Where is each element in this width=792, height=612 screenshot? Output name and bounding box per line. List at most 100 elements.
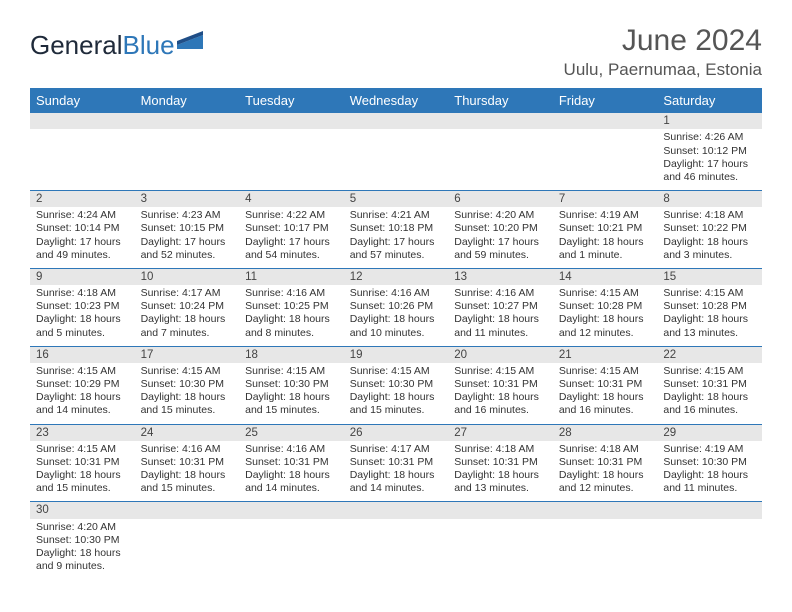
- sunset-text: Sunset: 10:31 PM: [245, 456, 338, 469]
- day-number-cell: 11: [239, 268, 344, 285]
- day-number-cell: 26: [344, 424, 449, 441]
- sunset-text: Sunset: 10:31 PM: [454, 378, 547, 391]
- sunset-text: Sunset: 10:31 PM: [663, 378, 756, 391]
- sunrise-text: Sunrise: 4:20 AM: [454, 209, 547, 222]
- day-content-cell: Sunrise: 4:16 AMSunset: 10:31 PMDaylight…: [239, 441, 344, 502]
- sunset-text: Sunset: 10:26 PM: [350, 300, 443, 313]
- day-number-cell: 3: [135, 190, 240, 207]
- daylight-text: Daylight: 18 hours and 15 minutes.: [36, 469, 129, 495]
- daylight-text: Daylight: 18 hours and 11 minutes.: [663, 469, 756, 495]
- day-number-cell: [344, 502, 449, 519]
- daylight-text: Daylight: 18 hours and 14 minutes.: [350, 469, 443, 495]
- sunrise-text: Sunrise: 4:17 AM: [350, 443, 443, 456]
- day-content-cell: Sunrise: 4:26 AMSunset: 10:12 PMDaylight…: [657, 129, 762, 190]
- day-content-cell: [344, 129, 449, 190]
- day-number-cell: [344, 113, 449, 129]
- sunrise-text: Sunrise: 4:18 AM: [36, 287, 129, 300]
- sunrise-text: Sunrise: 4:16 AM: [245, 287, 338, 300]
- day-number-cell: 1: [657, 113, 762, 129]
- sunrise-text: Sunrise: 4:18 AM: [559, 443, 652, 456]
- day-content-cell: Sunrise: 4:18 AMSunset: 10:31 PMDaylight…: [448, 441, 553, 502]
- sunrise-text: Sunrise: 4:18 AM: [663, 209, 756, 222]
- daylight-text: Daylight: 18 hours and 8 minutes.: [245, 313, 338, 339]
- day-content-cell: Sunrise: 4:15 AMSunset: 10:28 PMDaylight…: [553, 285, 658, 346]
- sunrise-text: Sunrise: 4:15 AM: [663, 287, 756, 300]
- day-number-cell: 27: [448, 424, 553, 441]
- day-number-cell: [448, 113, 553, 129]
- daynum-row: 9101112131415: [30, 268, 762, 285]
- day-number-cell: 17: [135, 346, 240, 363]
- day-content-cell: Sunrise: 4:20 AMSunset: 10:20 PMDaylight…: [448, 207, 553, 268]
- day-content-cell: [553, 519, 658, 580]
- day-number-cell: 19: [344, 346, 449, 363]
- daylight-text: Daylight: 18 hours and 10 minutes.: [350, 313, 443, 339]
- daylight-text: Daylight: 18 hours and 16 minutes.: [663, 391, 756, 417]
- day-number-cell: 2: [30, 190, 135, 207]
- daylight-text: Daylight: 18 hours and 15 minutes.: [245, 391, 338, 417]
- day-number-cell: 28: [553, 424, 658, 441]
- daylight-text: Daylight: 18 hours and 9 minutes.: [36, 547, 129, 573]
- daynum-row: 23242526272829: [30, 424, 762, 441]
- day-content-cell: Sunrise: 4:19 AMSunset: 10:21 PMDaylight…: [553, 207, 658, 268]
- sunset-text: Sunset: 10:30 PM: [36, 534, 129, 547]
- day-number-cell: [448, 502, 553, 519]
- day-header: Sunday: [30, 88, 135, 113]
- day-content-cell: Sunrise: 4:15 AMSunset: 10:31 PMDaylight…: [448, 363, 553, 424]
- daylight-text: Daylight: 18 hours and 15 minutes.: [350, 391, 443, 417]
- day-number-cell: 6: [448, 190, 553, 207]
- day-number-cell: 18: [239, 346, 344, 363]
- day-content-cell: Sunrise: 4:15 AMSunset: 10:30 PMDaylight…: [239, 363, 344, 424]
- day-content-cell: [135, 519, 240, 580]
- sunrise-text: Sunrise: 4:16 AM: [350, 287, 443, 300]
- daynum-row: 2345678: [30, 190, 762, 207]
- day-number-cell: 22: [657, 346, 762, 363]
- daylight-text: Daylight: 17 hours and 49 minutes.: [36, 236, 129, 262]
- daylight-text: Daylight: 17 hours and 52 minutes.: [141, 236, 234, 262]
- sunset-text: Sunset: 10:24 PM: [141, 300, 234, 313]
- sunset-text: Sunset: 10:22 PM: [663, 222, 756, 235]
- daylight-text: Daylight: 17 hours and 54 minutes.: [245, 236, 338, 262]
- day-content-cell: Sunrise: 4:15 AMSunset: 10:28 PMDaylight…: [657, 285, 762, 346]
- day-number-cell: 13: [448, 268, 553, 285]
- day-number-cell: [553, 502, 658, 519]
- day-number-cell: [553, 113, 658, 129]
- sunset-text: Sunset: 10:30 PM: [663, 456, 756, 469]
- day-number-cell: 12: [344, 268, 449, 285]
- day-header: Thursday: [448, 88, 553, 113]
- day-header: Saturday: [657, 88, 762, 113]
- day-number-cell: 15: [657, 268, 762, 285]
- daynum-row: 30: [30, 502, 762, 519]
- daylight-text: Daylight: 18 hours and 13 minutes.: [454, 469, 547, 495]
- day-number-cell: 29: [657, 424, 762, 441]
- day-content-cell: Sunrise: 4:15 AMSunset: 10:30 PMDaylight…: [344, 363, 449, 424]
- day-number-cell: 8: [657, 190, 762, 207]
- sunset-text: Sunset: 10:20 PM: [454, 222, 547, 235]
- day-number-cell: [239, 113, 344, 129]
- day-content-cell: Sunrise: 4:15 AMSunset: 10:29 PMDaylight…: [30, 363, 135, 424]
- day-content-cell: Sunrise: 4:16 AMSunset: 10:31 PMDaylight…: [135, 441, 240, 502]
- sunrise-text: Sunrise: 4:15 AM: [36, 365, 129, 378]
- day-number-cell: [135, 113, 240, 129]
- day-number-cell: 25: [239, 424, 344, 441]
- daylight-text: Daylight: 18 hours and 16 minutes.: [559, 391, 652, 417]
- daynum-row: 16171819202122: [30, 346, 762, 363]
- sunset-text: Sunset: 10:30 PM: [350, 378, 443, 391]
- sunrise-text: Sunrise: 4:26 AM: [663, 131, 756, 144]
- day-content-cell: [135, 129, 240, 190]
- day-content-cell: Sunrise: 4:24 AMSunset: 10:14 PMDaylight…: [30, 207, 135, 268]
- day-content-cell: Sunrise: 4:21 AMSunset: 10:18 PMDaylight…: [344, 207, 449, 268]
- day-content-cell: Sunrise: 4:18 AMSunset: 10:31 PMDaylight…: [553, 441, 658, 502]
- day-number-cell: 16: [30, 346, 135, 363]
- day-number-cell: [30, 113, 135, 129]
- content-row: Sunrise: 4:20 AMSunset: 10:30 PMDaylight…: [30, 519, 762, 580]
- day-number-cell: 20: [448, 346, 553, 363]
- day-content-cell: Sunrise: 4:20 AMSunset: 10:30 PMDaylight…: [30, 519, 135, 580]
- day-number-cell: 10: [135, 268, 240, 285]
- sunrise-text: Sunrise: 4:19 AM: [559, 209, 652, 222]
- sunset-text: Sunset: 10:31 PM: [350, 456, 443, 469]
- sunset-text: Sunset: 10:31 PM: [454, 456, 547, 469]
- sunrise-text: Sunrise: 4:16 AM: [141, 443, 234, 456]
- sunset-text: Sunset: 10:23 PM: [36, 300, 129, 313]
- day-content-cell: [239, 129, 344, 190]
- sunrise-text: Sunrise: 4:16 AM: [245, 443, 338, 456]
